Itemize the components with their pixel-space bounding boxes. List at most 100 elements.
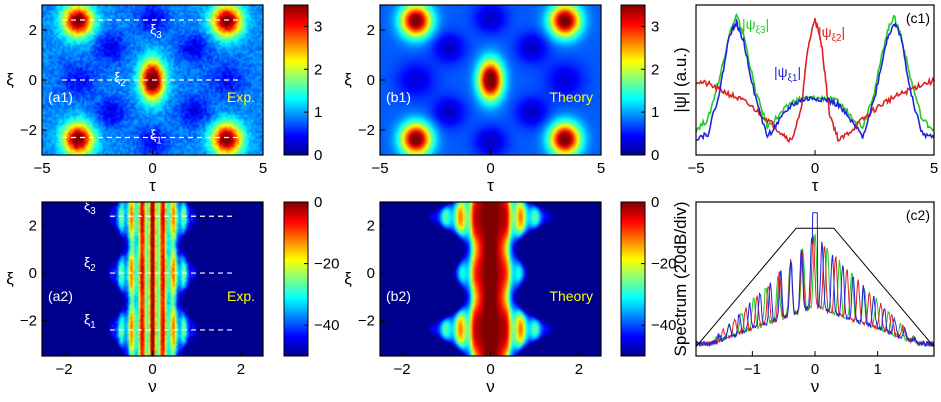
legend-c1: |ψξ3| |ψξ2| |ψξ1| [742, 16, 845, 84]
ytick-label-a1-1: 0 [29, 72, 37, 89]
heatmap-b1-image [380, 5, 601, 155]
xtick-label-a2-2: 2 [237, 361, 245, 378]
heatmap-b2-image [380, 202, 601, 356]
panel-tag-c1: (c1) [906, 10, 930, 26]
colorbar-a2: 0 −20 −40 [283, 194, 339, 357]
ytick-label-a2-2: 2 [29, 218, 37, 235]
ytick-label-b1-1: 0 [367, 72, 375, 89]
colorbar-a1-label-1: 1 [314, 104, 322, 121]
xtick-label-b2-2: 2 [575, 361, 583, 378]
xtick-label-c2-0: −1 [744, 361, 761, 378]
xtick-label-a1-2: 5 [259, 160, 267, 177]
ylabel-a2: ξ [6, 269, 14, 288]
colorbar-b1-bar [620, 4, 646, 156]
ytick-label-b2-1: 0 [367, 265, 375, 282]
colorbar-b2-label-0: 0 [651, 194, 659, 211]
ytick-label-b2-2: 2 [367, 218, 375, 235]
xtick-label-b2-0: −2 [394, 361, 411, 378]
xlabel-a2: ν [148, 377, 157, 396]
colorbar-a1-label-0: 0 [314, 147, 322, 164]
heatmap-b1-pixels [380, 5, 601, 155]
colorbar-b1-label-3: 3 [651, 18, 659, 35]
colorbar-b2-label-2: −40 [651, 317, 676, 334]
xlabel-b2: ν [486, 377, 495, 396]
heatmap-a2-image [42, 202, 263, 356]
xtick-label-c2-1: 0 [811, 361, 819, 378]
panel-tag-c2: (c2) [906, 207, 930, 223]
xtick-label-a2-0: −2 [56, 361, 73, 378]
marker-label-a2-0: ξ3 [84, 197, 96, 217]
heatmap-a2-pixels [42, 202, 263, 356]
xtick-label-b2-1: 0 [486, 361, 494, 378]
colorbar-b2-bar [620, 201, 646, 357]
panel-c2: −1 0 1 (c2) ν Spectrum (20dB/div) [671, 201, 935, 396]
legend-c1-1: |ψξ2| [818, 24, 845, 44]
ytick-label-a2-1: 0 [29, 265, 37, 282]
panel-note-a1: Exp. [227, 89, 255, 105]
yticks-b1: −2 0 2 [358, 22, 385, 139]
panel-c1: |ψξ3| |ψξ2| |ψξ1| −5 0 5 (c1) τ |ψ| (a.u.) [671, 4, 938, 195]
colorbar-a1-label-2: 2 [314, 61, 322, 78]
colorbar-b1-label-0: 0 [651, 147, 659, 164]
xticks-c1: −5 0 5 [687, 150, 938, 177]
colorbar-b1-label-1: 1 [651, 104, 659, 121]
panel-b1: −5 0 5 −2 0 2 (b1) Theory τ ξ 0 1 2 3 [344, 4, 659, 195]
markers-a1: ξ3 ξ2 ξ1 [62, 19, 241, 147]
xlabel-c1: τ [812, 176, 819, 195]
ytick-label-a1-0: −2 [20, 122, 37, 139]
panel-b2: −2 0 2 −202 (b2) Theory ν ξ 0−20−40 [344, 194, 676, 396]
spectra-c2 [695, 212, 935, 348]
colorbar-a1-bar [283, 4, 309, 156]
spectrum-line-c2-1 [695, 235, 935, 348]
colorbar-a1-label-3: 3 [314, 18, 322, 35]
panel-note-b2: Theory [549, 288, 593, 304]
panel-tag-a1: (a1) [48, 89, 73, 105]
yticks-a1: −2 0 2 [20, 22, 47, 139]
xtick-label-c1-1: 0 [811, 160, 819, 177]
xtick-label-a1-1: 0 [148, 160, 156, 177]
xticks-b1: −5 0 5 [371, 150, 605, 177]
colorbar-b2: 0 −20 −40 [620, 194, 676, 357]
panel-a1: ξ3 ξ2 ξ1 −5 0 5 −2 0 2 (a1) Exp. τ ξ 0 1 2 3 [6, 4, 322, 195]
marker-label-a1-1: ξ2 [114, 69, 126, 89]
envelope-line-c2 [695, 227, 935, 348]
ylabel-a1: ξ [6, 70, 14, 89]
yticks-b2: −2 0 2 [358, 218, 385, 329]
xticks-a1: −5 0 5 [33, 150, 267, 177]
ylabel-b1: ξ [344, 70, 352, 89]
panel-tag-b1: (b1) [386, 89, 411, 105]
colorbar-a2-bar [283, 201, 309, 357]
xlabel-c2: ν [811, 377, 820, 396]
xtick-label-a1-0: −5 [33, 160, 50, 177]
ytick-label-b1-2: 2 [367, 22, 375, 39]
yticks-a2: −2 0 2 [20, 218, 47, 329]
colorbar-a1: 0 1 2 3 [283, 4, 322, 164]
marker-label-a1-0: ξ3 [150, 21, 162, 41]
xtick-label-b1-1: 0 [486, 160, 494, 177]
xtick-label-b1-0: −5 [371, 160, 388, 177]
colorbar-a2-label-1: −20 [314, 256, 339, 273]
marker-label-a1-2: ξ1 [150, 127, 162, 147]
xticks-a2: −2 0 2 [56, 351, 245, 378]
heatmap-b2-pixels [380, 202, 601, 356]
marker-label-a2-2: ξ1 [84, 311, 96, 331]
colorbar-b2-label-1: −20 [651, 256, 676, 273]
ytick-label-b1-0: −2 [358, 122, 375, 139]
panel-tag-a2: (a2) [48, 288, 73, 304]
spectrum-line-c2-0 [695, 233, 935, 348]
xlabel-b1: τ [487, 176, 494, 195]
xtick-label-c1-0: −5 [687, 160, 704, 177]
series-line-c1-2 [695, 17, 935, 142]
ytick-label-a2-0: −2 [20, 312, 37, 329]
ylabel-b2: ξ [344, 269, 352, 288]
colorbar-b1: 0 1 2 3 [620, 4, 659, 164]
lines-c1 [695, 12, 935, 144]
xtick-label-a2-1: 0 [148, 361, 156, 378]
panel-note-b1: Theory [549, 89, 593, 105]
series-line-c1-1 [695, 18, 935, 144]
xticks-c2: −1 0 1 [744, 351, 882, 378]
ylabel-c1: |ψ| (a.u.) [671, 47, 690, 112]
ylabel-c2: Spectrum (20dB/div) [671, 202, 690, 357]
